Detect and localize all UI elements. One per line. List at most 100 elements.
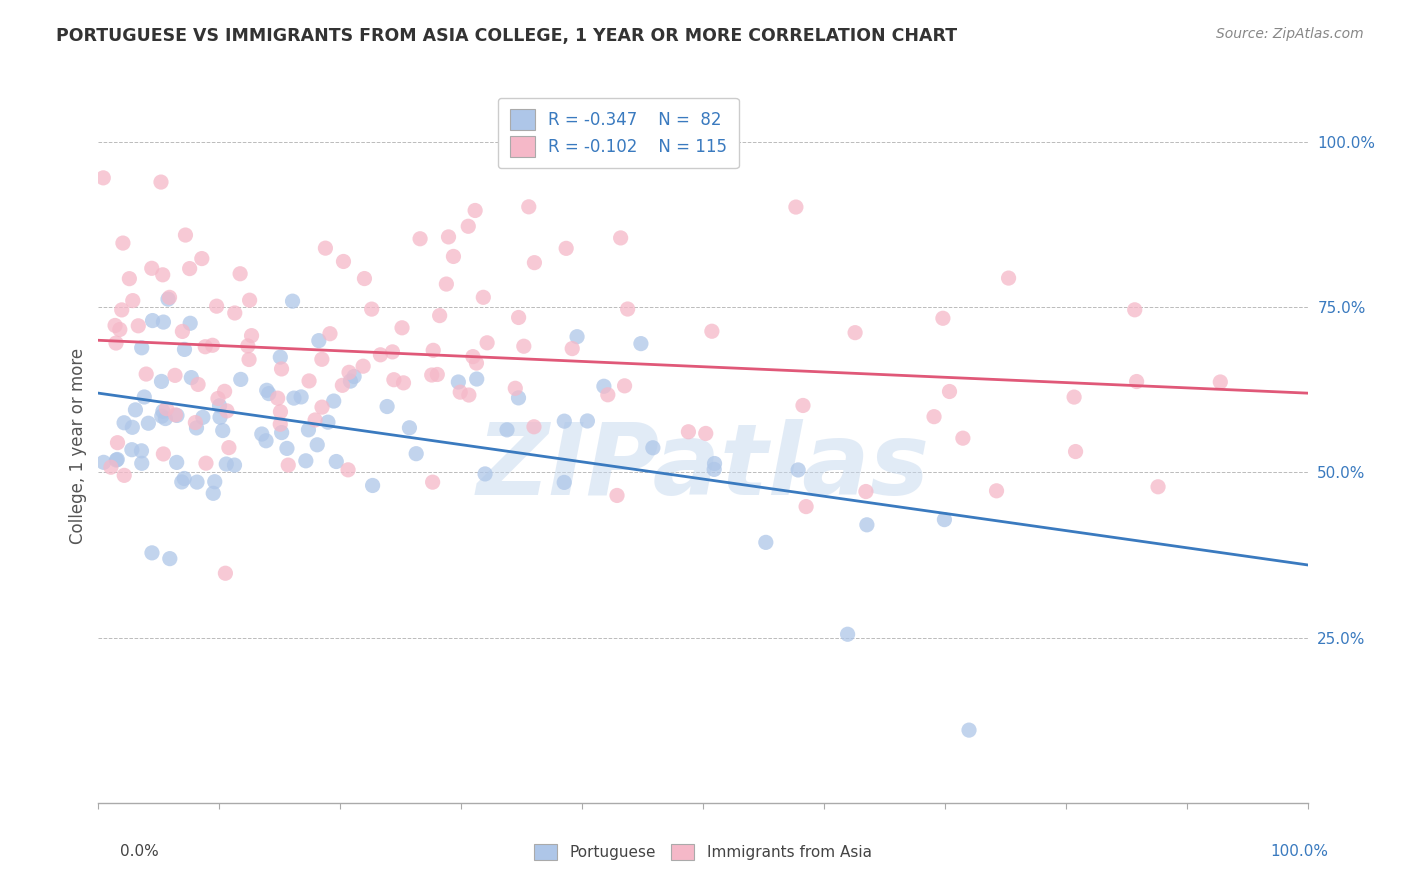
Point bbox=[105, 336, 128, 351]
Point bbox=[218, 441, 240, 455]
Point bbox=[792, 399, 814, 413]
Point bbox=[202, 486, 225, 500]
Point bbox=[986, 483, 1008, 498]
Point bbox=[290, 390, 312, 404]
Point bbox=[794, 500, 817, 514]
Point bbox=[150, 409, 173, 424]
Point bbox=[239, 293, 262, 308]
Point bbox=[360, 302, 382, 317]
Point bbox=[173, 471, 195, 485]
Point bbox=[932, 311, 955, 326]
Point bbox=[173, 343, 195, 357]
Point bbox=[224, 306, 246, 320]
Point bbox=[297, 423, 319, 437]
Point bbox=[1125, 375, 1147, 389]
Point bbox=[426, 368, 449, 382]
Point bbox=[179, 261, 201, 276]
Point bbox=[398, 421, 420, 435]
Point bbox=[277, 458, 299, 472]
Point bbox=[240, 328, 263, 343]
Point bbox=[281, 294, 304, 309]
Point bbox=[382, 373, 405, 387]
Point bbox=[609, 231, 631, 245]
Point bbox=[215, 457, 238, 471]
Point bbox=[1147, 480, 1170, 494]
Point bbox=[257, 386, 280, 401]
Point bbox=[187, 377, 209, 392]
Point bbox=[457, 219, 479, 234]
Text: PORTUGUESE VS IMMIGRANTS FROM ASIA COLLEGE, 1 YEAR OR MORE CORRELATION CHART: PORTUGUESE VS IMMIGRANTS FROM ASIA COLLE… bbox=[56, 27, 957, 45]
Point bbox=[496, 423, 519, 437]
Point bbox=[141, 546, 163, 560]
Point bbox=[135, 367, 157, 381]
Point bbox=[844, 326, 866, 340]
Text: ZIPatlas: ZIPatlas bbox=[477, 419, 929, 516]
Point bbox=[596, 388, 619, 402]
Point bbox=[405, 447, 427, 461]
Point bbox=[553, 414, 575, 428]
Point bbox=[409, 232, 432, 246]
Point bbox=[437, 230, 460, 244]
Point bbox=[922, 409, 945, 424]
Point bbox=[703, 462, 725, 476]
Point bbox=[112, 468, 135, 483]
Point bbox=[170, 475, 193, 489]
Point bbox=[163, 368, 186, 383]
Point bbox=[565, 329, 588, 343]
Point bbox=[447, 375, 470, 389]
Point bbox=[105, 452, 128, 467]
Point bbox=[155, 411, 177, 425]
Point bbox=[678, 425, 700, 439]
Point bbox=[695, 426, 717, 441]
Point bbox=[703, 457, 725, 471]
Point bbox=[474, 467, 496, 481]
Point bbox=[361, 478, 384, 492]
Point bbox=[553, 475, 575, 490]
Point bbox=[204, 475, 226, 489]
Point bbox=[180, 370, 202, 384]
Legend: Portuguese, Immigrants from Asia: Portuguese, Immigrants from Asia bbox=[529, 838, 877, 866]
Point bbox=[111, 236, 134, 251]
Point bbox=[429, 309, 451, 323]
Point bbox=[270, 362, 292, 376]
Point bbox=[229, 372, 252, 386]
Point bbox=[785, 200, 807, 214]
Point bbox=[523, 419, 546, 434]
Point bbox=[391, 320, 413, 334]
Point bbox=[308, 334, 330, 348]
Point bbox=[457, 388, 479, 402]
Point bbox=[267, 391, 290, 405]
Point bbox=[215, 404, 238, 418]
Point bbox=[104, 318, 127, 333]
Point bbox=[283, 391, 305, 405]
Point bbox=[434, 277, 457, 291]
Point bbox=[131, 341, 153, 355]
Point bbox=[957, 723, 980, 738]
Point bbox=[131, 456, 153, 470]
Point bbox=[250, 427, 273, 442]
Legend: R = -0.347    N =  82, R = -0.102    N = 115: R = -0.347 N = 82, R = -0.102 N = 115 bbox=[498, 97, 738, 169]
Point bbox=[561, 342, 583, 356]
Point bbox=[381, 344, 404, 359]
Point bbox=[236, 339, 259, 353]
Point bbox=[422, 343, 444, 358]
Point bbox=[837, 627, 859, 641]
Point bbox=[513, 339, 536, 353]
Point bbox=[311, 352, 333, 367]
Point bbox=[186, 475, 208, 489]
Point bbox=[152, 404, 174, 418]
Point bbox=[179, 316, 201, 330]
Point bbox=[938, 384, 960, 399]
Point bbox=[465, 356, 488, 370]
Point bbox=[952, 431, 974, 445]
Point bbox=[269, 417, 291, 432]
Point bbox=[121, 420, 143, 434]
Point bbox=[375, 400, 398, 414]
Point bbox=[787, 463, 810, 477]
Point bbox=[155, 401, 177, 416]
Point bbox=[304, 413, 326, 427]
Point bbox=[159, 290, 181, 304]
Point bbox=[152, 447, 174, 461]
Point bbox=[134, 390, 156, 404]
Point bbox=[141, 261, 163, 276]
